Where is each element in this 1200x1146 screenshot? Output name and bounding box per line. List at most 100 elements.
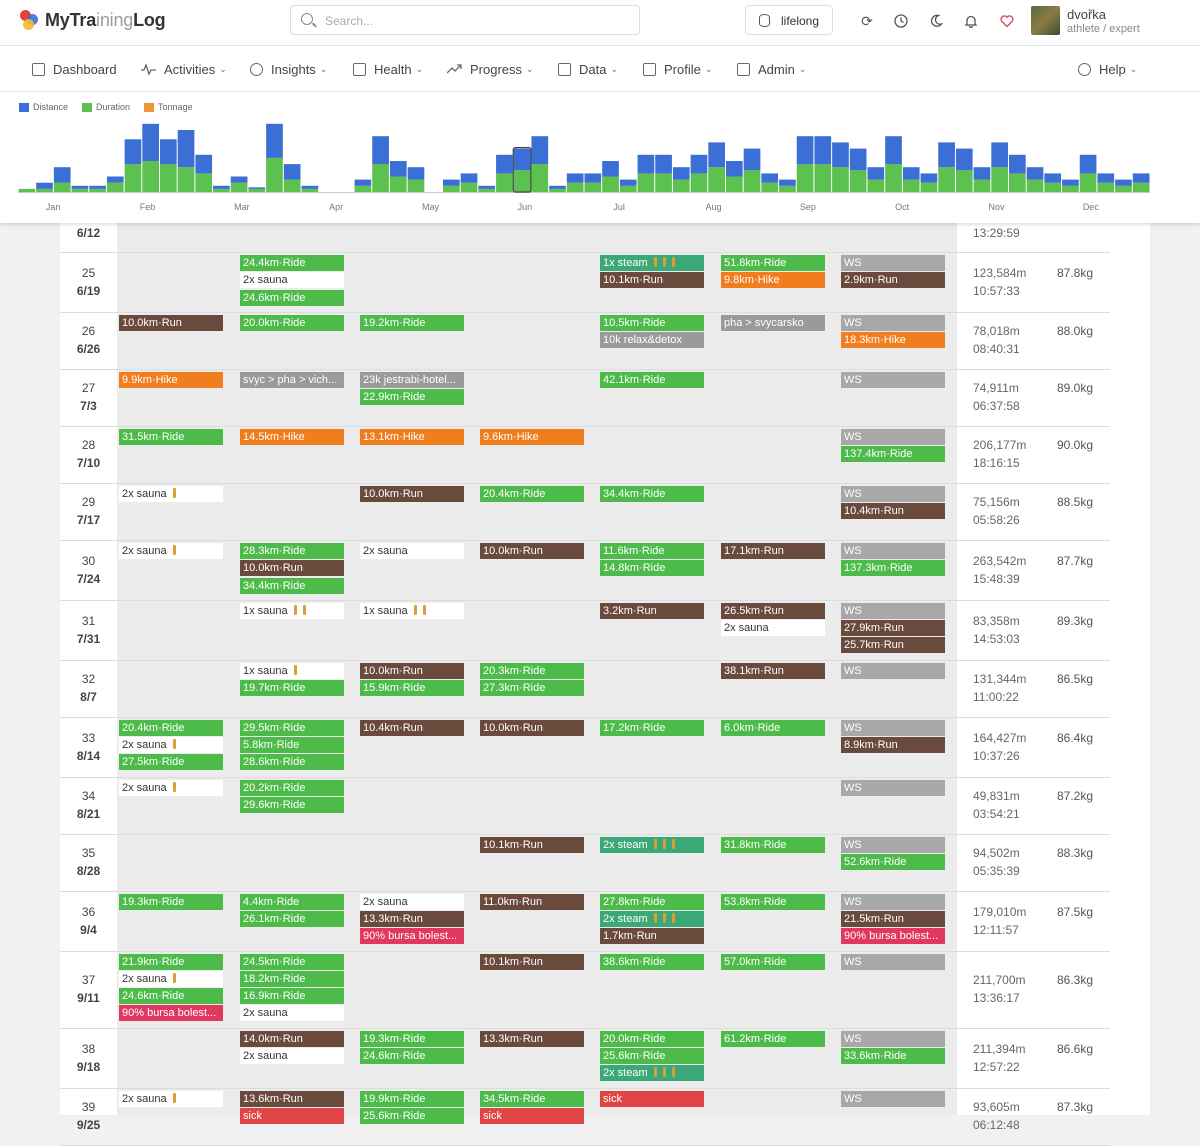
distance-bar[interactable] [584,173,602,183]
event-run[interactable]: 25.7km·Run [841,637,945,654]
duration-bar[interactable] [301,188,319,192]
event-ws[interactable]: WS [841,485,945,502]
distance-bar[interactable] [531,136,549,165]
event-ride[interactable]: 27.8km·Ride [600,893,704,910]
event-ws[interactable]: WS [841,719,945,736]
event-run[interactable]: 21.5km·Run [841,910,945,927]
week-start-date[interactable]: 7/10 [76,456,101,471]
event-run[interactable]: 26.5km·Run [721,602,825,619]
distance-bar[interactable] [708,142,725,168]
distance-bar[interactable] [1132,173,1150,183]
event-sauna[interactable]: 1x sauna [240,662,344,679]
duration-bar[interactable] [36,188,53,192]
event-run[interactable]: 10.0km·Run [119,314,223,331]
distance-bar[interactable] [407,167,425,180]
event-ws[interactable]: WS [841,371,945,388]
event-ws[interactable]: WS [841,893,945,910]
event-ride[interactable]: 34.4km·Ride [600,485,704,502]
event-pain[interactable]: 90% bursa bolest... [841,928,945,945]
event-sauna[interactable]: 2x sauna [119,542,223,559]
distance-bar[interactable] [213,185,230,189]
nav-progress[interactable]: Progress ⌄ [446,62,534,77]
week-start-date[interactable]: 7/17 [76,513,101,528]
event-ride[interactable]: 24.4km·Ride [240,255,344,271]
distance-bar[interactable] [1044,173,1062,183]
event-ride[interactable]: 14.8km·Ride [600,560,704,577]
distance-bar[interactable] [566,173,584,183]
search-input[interactable] [323,11,627,31]
duration-bar[interactable] [849,170,867,192]
distance-bar[interactable] [1079,154,1097,174]
duration-bar[interactable] [796,164,814,192]
distance-bar[interactable] [195,154,213,174]
distance-bar[interactable] [354,179,372,186]
week-start-date[interactable]: 9/11 [77,991,100,1006]
duration-bar[interactable] [160,164,177,192]
distance-bar[interactable] [672,167,690,180]
duration-bar[interactable] [938,167,955,192]
event-ride[interactable]: 17.2km·Ride [600,719,704,736]
nav-health[interactable]: Health ⌄ [353,62,423,77]
event-ride[interactable]: 19.9km·Ride [360,1090,464,1107]
heart-icon[interactable] [1000,14,1014,28]
event-ride[interactable]: 57.0km·Ride [721,953,825,970]
distance-bar[interactable] [160,139,177,165]
duration-bar[interactable] [1079,173,1097,192]
duration-bar[interactable] [619,185,637,192]
event-run[interactable]: 17.1km·Run [721,542,825,559]
event-ride[interactable]: 5.8km·Ride [240,737,344,753]
distance-bar[interactable] [248,187,266,189]
duration-bar[interactable] [832,167,849,192]
duration-bar[interactable] [513,170,531,192]
event-sick[interactable]: sick [600,1090,704,1107]
event-ride[interactable]: 34.4km·Ride [240,577,344,594]
duration-bar[interactable] [354,185,372,192]
duration-bar[interactable] [726,176,743,193]
duration-bar[interactable] [920,182,938,192]
event-pain[interactable]: 90% bursa bolest... [360,928,464,945]
duration-bar[interactable] [1062,185,1079,192]
duration-bar[interactable] [867,179,885,192]
duration-bar[interactable] [478,188,496,192]
event-ws[interactable]: WS [841,428,945,445]
event-ride[interactable]: 27.3km·Ride [480,680,584,696]
duration-bar[interactable] [955,170,973,192]
duration-bar[interactable] [549,188,566,192]
event-ride[interactable]: 20.0km·Ride [600,1030,704,1047]
event-run[interactable]: 10.1km·Run [480,836,584,853]
nav-insights[interactable]: Insights ⌄ [250,62,327,77]
event-run[interactable]: 10.1km·Run [480,953,584,970]
event-sauna[interactable]: 1x sauna [360,602,464,619]
duration-bar[interactable] [213,188,230,192]
event-hike[interactable]: 18.3km·Hike [841,332,945,349]
event-ride[interactable]: 10.5km·Ride [600,314,704,331]
duration-bar[interactable] [71,188,89,192]
distance-bar[interactable] [690,154,708,174]
event-hike[interactable]: 13.1km·Hike [360,428,464,445]
distance-bar[interactable] [920,173,938,183]
event-sauna[interactable]: 2x sauna [119,737,223,753]
distance-bar[interactable] [619,179,637,186]
event-ride[interactable]: 26.1km·Ride [240,910,344,927]
duration-bar[interactable] [124,164,142,192]
event-ride[interactable]: 21.9km·Ride [119,953,223,970]
duration-bar[interactable] [885,164,902,192]
event-ride[interactable]: 24.6km·Ride [360,1048,464,1064]
event-ride[interactable]: 20.0km·Ride [240,314,344,331]
distance-bar[interactable] [124,139,142,165]
selected-week-bar[interactable] [512,146,532,193]
event-ride[interactable]: 4.4km·Ride [240,893,344,910]
duration-bar[interactable] [1132,182,1150,192]
event-ride[interactable]: 29.5km·Ride [240,719,344,736]
distance-bar[interactable] [36,182,53,189]
event-sauna[interactable]: 2x sauna [119,485,223,502]
event-run[interactable]: 10.0km·Run [480,719,584,736]
distance-bar[interactable] [885,136,902,165]
distance-bar[interactable] [1115,179,1132,186]
event-ride[interactable]: 25.6km·Ride [360,1107,464,1124]
event-run[interactable]: 2.9km·Run [841,272,945,289]
nav-data[interactable]: Data ⌄ [558,62,618,77]
distance-bar[interactable] [53,167,71,183]
distance-bar[interactable] [89,185,106,189]
distance-bar[interactable] [955,148,973,171]
